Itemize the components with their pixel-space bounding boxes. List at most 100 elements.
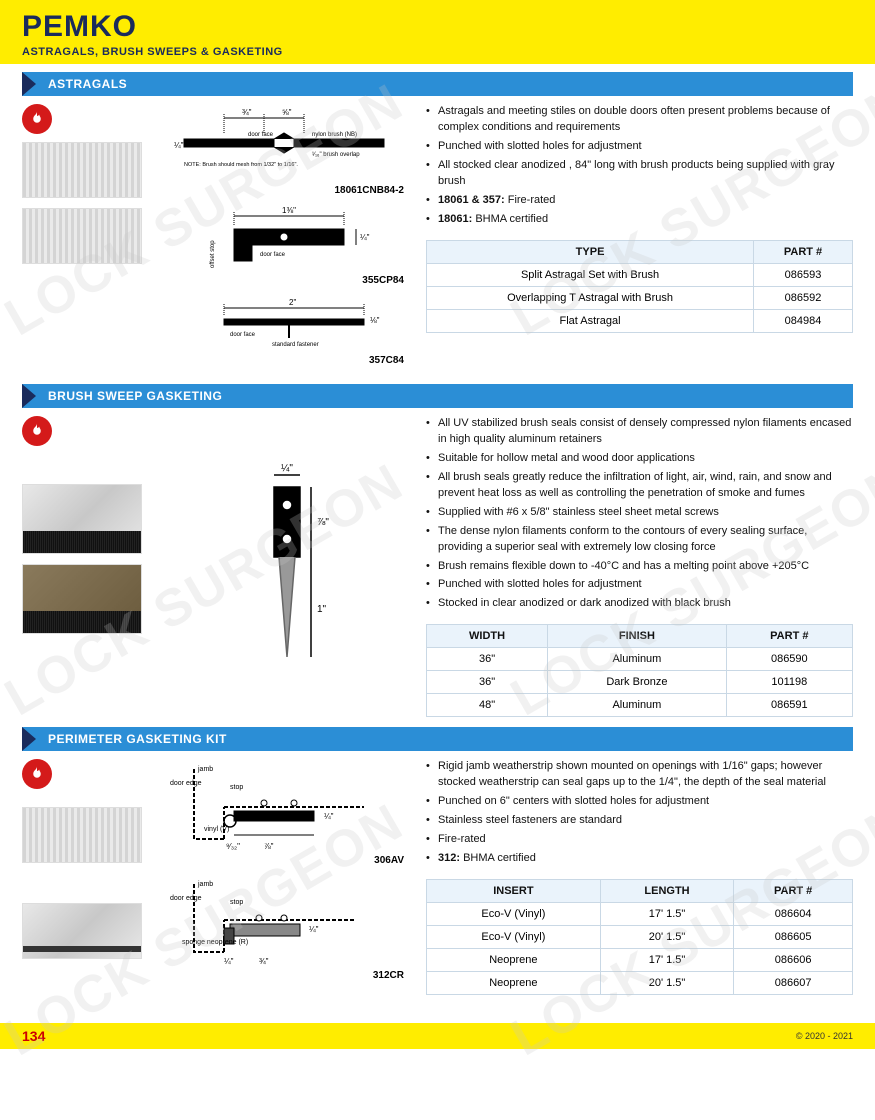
bullet-item: All stocked clear anodized , 84" long wi…: [426, 158, 853, 190]
astragals-bullets: Astragals and meeting stiles on double d…: [426, 104, 853, 228]
table-cell: 36": [427, 648, 548, 671]
diagram-label: 355CP84: [164, 275, 414, 286]
product-image: [22, 807, 142, 863]
table-row: Split Astragal Set with Brush086593: [427, 263, 853, 286]
table-cell: Flat Astragal: [427, 309, 754, 332]
section-arrow-icon: [22, 384, 36, 408]
bullet-item: Stocked in clear anodized or dark anodiz…: [426, 596, 853, 612]
diagram-355: 1⅜" ¼" door face offset stop 355CP84: [164, 204, 414, 286]
fire-rated-icon: [22, 759, 52, 789]
table-cell: 17' 1.5": [600, 902, 734, 925]
catalog-page: LOCK SURGEON LOCK SURGEON LOCK SURGEON L…: [0, 0, 875, 1069]
dim-label: ¼": [281, 462, 293, 474]
product-image: [22, 208, 142, 264]
table-row: Neoprene17' 1.5"086606: [427, 948, 853, 971]
product-image: [22, 142, 142, 198]
table-cell: 086592: [754, 286, 853, 309]
table-row: Flat Astragal084984: [427, 309, 853, 332]
bullet-item: Supplied with #6 x 5/8" stainless steel …: [426, 505, 853, 521]
table-row: Eco-V (Vinyl)20' 1.5"086605: [427, 925, 853, 948]
product-image: [22, 903, 142, 959]
bullet-item: Suitable for hollow metal and wood door …: [426, 451, 853, 467]
note: jamb: [197, 766, 213, 773]
table-cell: 086591: [726, 694, 852, 717]
bullet-item: Punched with slotted holes for adjustmen…: [426, 577, 853, 593]
table-cell: 086604: [734, 902, 853, 925]
bullet-item: All brush seals greatly reduce the infil…: [426, 470, 853, 502]
product-image: [22, 564, 142, 634]
diagram-label: 18061CNB84-2: [164, 185, 414, 196]
note: standard fastener: [272, 342, 319, 348]
fire-rated-icon: [22, 416, 52, 446]
table-cell: 086605: [734, 925, 853, 948]
table-cell: 086593: [754, 263, 853, 286]
section-arrow-icon: [22, 72, 36, 96]
table-header: PART #: [726, 625, 852, 648]
dim-label: ¼": [224, 957, 234, 966]
note: ¹⁄₁₆" brush overlap: [312, 152, 360, 158]
dim-label: ⅞": [264, 842, 274, 851]
diagram-label: 312CR: [164, 970, 414, 981]
table-cell: 20' 1.5": [600, 925, 734, 948]
bullet-item: Punched with slotted holes for adjustmen…: [426, 139, 853, 155]
table-cell: 086590: [726, 648, 852, 671]
page-footer: 134 © 2020 - 2021: [0, 1023, 875, 1049]
table-header: INSERT: [427, 879, 601, 902]
table-cell: Split Astragal Set with Brush: [427, 263, 754, 286]
section-title: PERIMETER GASKETING KIT: [44, 732, 227, 746]
table-header: TYPE: [427, 240, 754, 263]
product-thumbnails: [22, 104, 152, 374]
product-thumbnails: [22, 759, 152, 995]
section-arrow-icon: [22, 727, 36, 751]
dim-label: ⅝": [282, 108, 292, 117]
note: door edge: [170, 780, 202, 787]
table-row: 48"Aluminum086591: [427, 694, 853, 717]
page-header: PEMKO ASTRAGALS, BRUSH SWEEPS & GASKETIN…: [0, 0, 875, 64]
table-header: FINISH: [548, 625, 726, 648]
copyright: © 2020 - 2021: [796, 1031, 853, 1041]
brand-subline: ASTRAGALS, BRUSH SWEEPS & GASKETING: [22, 46, 853, 58]
note: door face: [230, 332, 256, 338]
dim-label: ⅛": [370, 316, 380, 325]
diagram-label: 306AV: [164, 855, 414, 866]
brush-bullets: All UV stabilized brush seals consist of…: [426, 416, 853, 612]
brand-title: PEMKO: [22, 10, 853, 44]
dim-label: ¾": [259, 957, 269, 966]
bullet-item: 18061: BHMA certified: [426, 212, 853, 228]
table-header: PART #: [754, 240, 853, 263]
perimeter-bullets: Rigid jamb weatherstrip shown mounted on…: [426, 759, 853, 867]
dim-label: 1": [317, 604, 327, 615]
diagram-column: ¼" ⅞" 1": [164, 416, 414, 717]
perimeter-body: jamb door edge stop vinyl (V) ⁹⁄₃₂" ⅞" ¼…: [0, 751, 875, 1005]
dim-label: 1⅜": [282, 206, 296, 215]
note: NOTE: Brush should mesh from 1/32" to 1/…: [184, 162, 298, 168]
table-cell: Dark Bronze: [548, 671, 726, 694]
astragals-body: ¾" ⅝" ¼" nylon brush (NB) ¹⁄₁₆" brush ov…: [0, 96, 875, 384]
note: vinyl (V): [204, 826, 229, 833]
table-cell: 17' 1.5": [600, 948, 734, 971]
table-header: LENGTH: [600, 879, 734, 902]
section-title: BRUSH SWEEP GASKETING: [44, 389, 222, 403]
table-row: Neoprene20' 1.5"086607: [427, 971, 853, 994]
table-row: 36"Dark Bronze101198: [427, 671, 853, 694]
astragals-text: Astragals and meeting stiles on double d…: [426, 104, 853, 374]
section-title: ASTRAGALS: [44, 77, 127, 91]
section-header-brush: BRUSH SWEEP GASKETING: [22, 384, 853, 408]
table-cell: Aluminum: [548, 694, 726, 717]
table-cell: 20' 1.5": [600, 971, 734, 994]
perimeter-text: Rigid jamb weatherstrip shown mounted on…: [426, 759, 853, 995]
note: door face: [260, 252, 286, 258]
diagram-label: 357C84: [164, 355, 414, 366]
bullet-item: Stainless steel fasteners are standard: [426, 813, 853, 829]
note: offset stop: [210, 240, 216, 268]
table-cell: 084984: [754, 309, 853, 332]
page-number: 134: [22, 1028, 45, 1044]
fire-rated-icon: [22, 104, 52, 134]
diagram-306: jamb door edge stop vinyl (V) ⁹⁄₃₂" ⅞" ¼…: [164, 759, 414, 866]
perimeter-table: INSERTLENGTHPART # Eco-V (Vinyl)17' 1.5"…: [426, 879, 853, 995]
dim-label: ⁹⁄₃₂": [226, 842, 240, 851]
bullet-item: Brush remains flexible down to -40°C and…: [426, 559, 853, 575]
diagram-357: 2" ⅛" door face standard fastener 357C84: [164, 294, 414, 366]
note: door face: [248, 132, 274, 138]
table-header: WIDTH: [427, 625, 548, 648]
